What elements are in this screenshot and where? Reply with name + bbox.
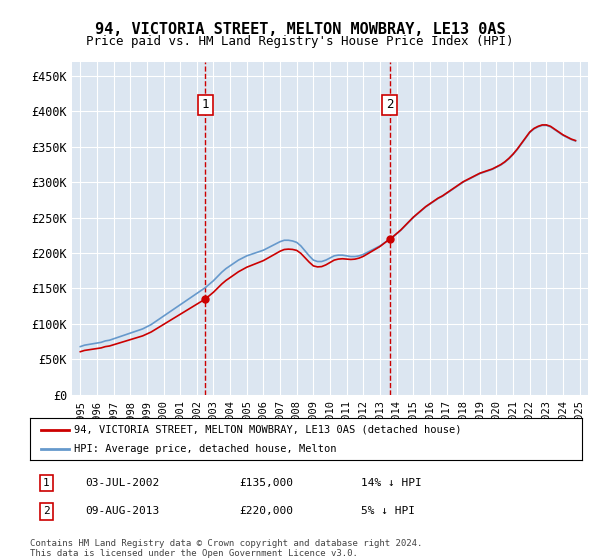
Text: 14% ↓ HPI: 14% ↓ HPI bbox=[361, 478, 422, 488]
Text: 2: 2 bbox=[43, 506, 50, 516]
Text: £135,000: £135,000 bbox=[240, 478, 294, 488]
Text: 94, VICTORIA STREET, MELTON MOWBRAY, LE13 0AS: 94, VICTORIA STREET, MELTON MOWBRAY, LE1… bbox=[95, 22, 505, 38]
Text: 09-AUG-2013: 09-AUG-2013 bbox=[85, 506, 160, 516]
Text: 1: 1 bbox=[43, 478, 50, 488]
Text: 94, VICTORIA STREET, MELTON MOWBRAY, LE13 0AS (detached house): 94, VICTORIA STREET, MELTON MOWBRAY, LE1… bbox=[74, 424, 461, 435]
Text: 2: 2 bbox=[386, 99, 394, 111]
Text: HPI: Average price, detached house, Melton: HPI: Average price, detached house, Melt… bbox=[74, 444, 337, 454]
Text: Price paid vs. HM Land Registry's House Price Index (HPI): Price paid vs. HM Land Registry's House … bbox=[86, 35, 514, 48]
Text: 03-JUL-2002: 03-JUL-2002 bbox=[85, 478, 160, 488]
Text: 1: 1 bbox=[202, 99, 209, 111]
Text: Contains HM Land Registry data © Crown copyright and database right 2024.
This d: Contains HM Land Registry data © Crown c… bbox=[30, 539, 422, 558]
Text: £220,000: £220,000 bbox=[240, 506, 294, 516]
Text: 5% ↓ HPI: 5% ↓ HPI bbox=[361, 506, 415, 516]
